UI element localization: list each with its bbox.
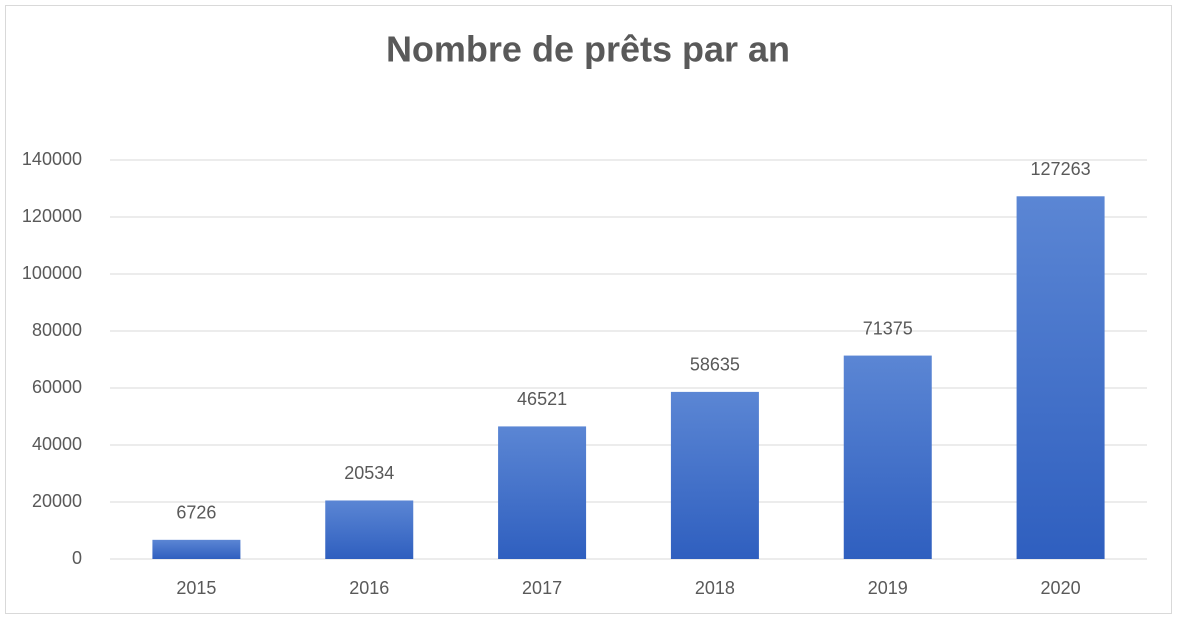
bar	[152, 539, 241, 559]
data-label: 46521	[517, 389, 567, 409]
data-label: 58635	[690, 355, 740, 375]
x-tick-label: 2018	[695, 578, 735, 598]
y-tick-label: 140000	[22, 149, 82, 169]
y-tick-label: 80000	[32, 320, 82, 340]
bar	[1016, 196, 1105, 559]
bar	[325, 500, 414, 559]
bar	[843, 355, 932, 559]
x-tick-label: 2016	[349, 578, 389, 598]
chart-title: Nombre de prêts par an	[386, 29, 790, 70]
x-tick-label: 2015	[176, 578, 216, 598]
y-tick-label: 0	[72, 548, 82, 568]
y-tick-label: 40000	[32, 434, 82, 454]
data-label: 20534	[344, 463, 394, 483]
bar	[670, 391, 759, 559]
data-label: 6726	[176, 503, 216, 523]
x-tick-label: 2020	[1041, 578, 1081, 598]
y-tick-label: 100000	[22, 263, 82, 283]
y-tick-label: 120000	[22, 206, 82, 226]
y-tick-label: 60000	[32, 377, 82, 397]
y-tick-label: 20000	[32, 491, 82, 511]
bar	[498, 426, 587, 559]
chart-border	[5, 5, 1172, 614]
data-label: 71375	[863, 318, 913, 338]
x-tick-label: 2017	[522, 578, 562, 598]
data-label: 127263	[1031, 159, 1091, 179]
x-tick-label: 2019	[868, 578, 908, 598]
